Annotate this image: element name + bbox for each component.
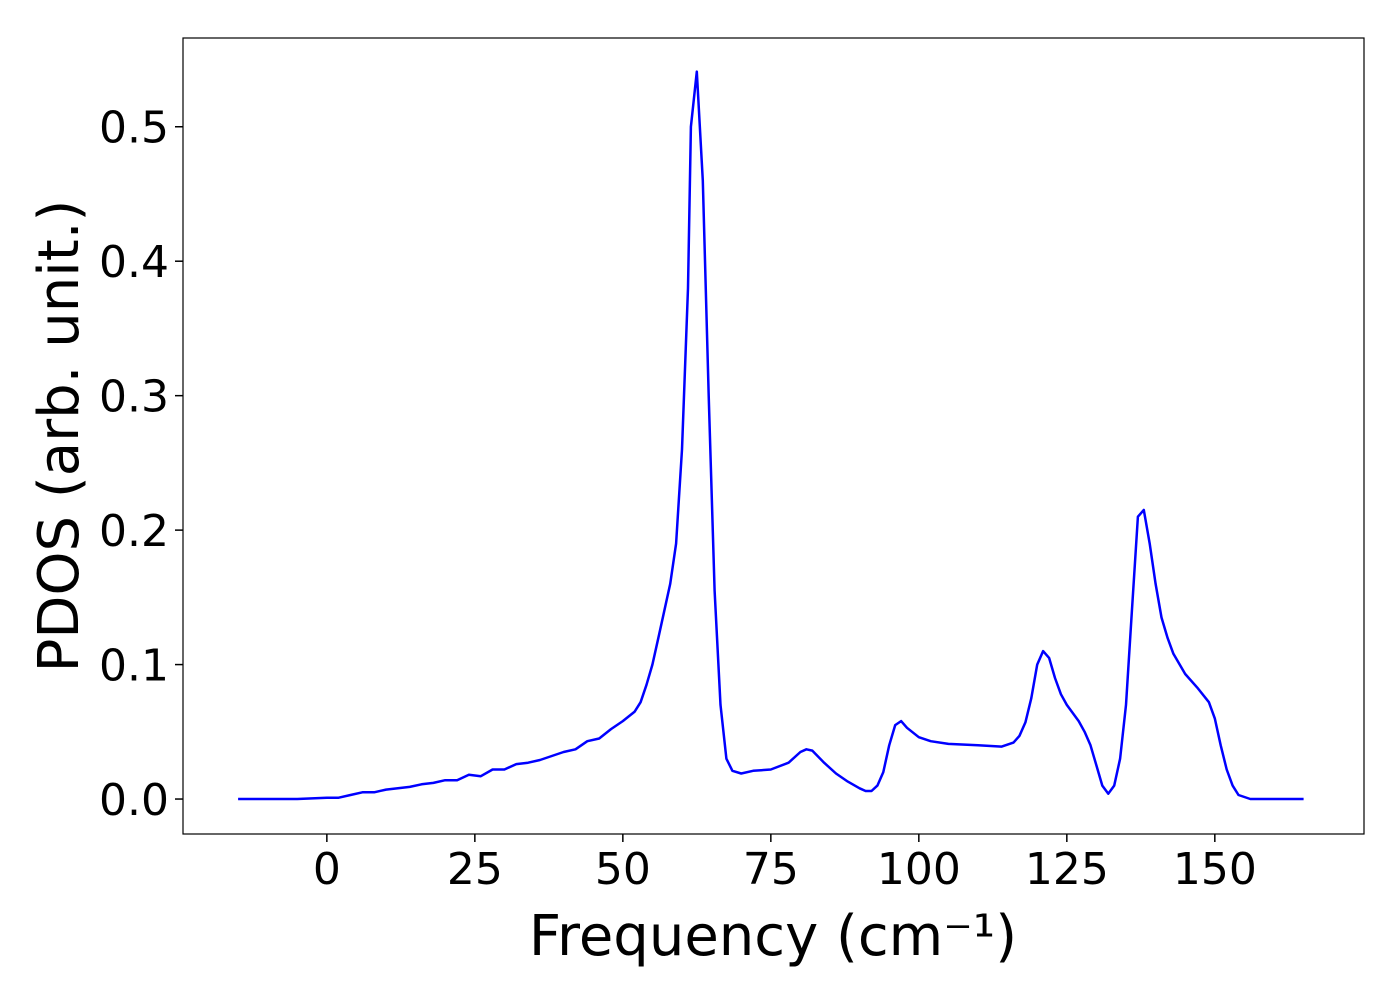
x-axis-label: Frequency (cm⁻¹): [529, 904, 1017, 969]
y-tick-label: 0.4: [99, 237, 169, 288]
x-tick-label: 125: [1025, 844, 1109, 895]
x-tick-label: 25: [447, 844, 503, 895]
y-axis-label: PDOS (arb. unit.): [27, 200, 92, 673]
y-tick-label: 0.0: [99, 775, 169, 826]
y-tick-label: 0.1: [99, 641, 169, 692]
x-tick-label: 150: [1173, 844, 1257, 895]
y-tick-label: 0.5: [99, 103, 169, 154]
y-tick-label: 0.2: [99, 506, 169, 557]
y-tick-label: 0.3: [99, 372, 169, 423]
x-tick-label: 75: [743, 844, 799, 895]
line: [238, 70, 1304, 801]
x-tick-label: 50: [595, 844, 651, 895]
x-tick-label: 100: [877, 844, 961, 895]
x-tick-label: 0: [313, 844, 341, 895]
plot-frame: [182, 37, 1365, 835]
